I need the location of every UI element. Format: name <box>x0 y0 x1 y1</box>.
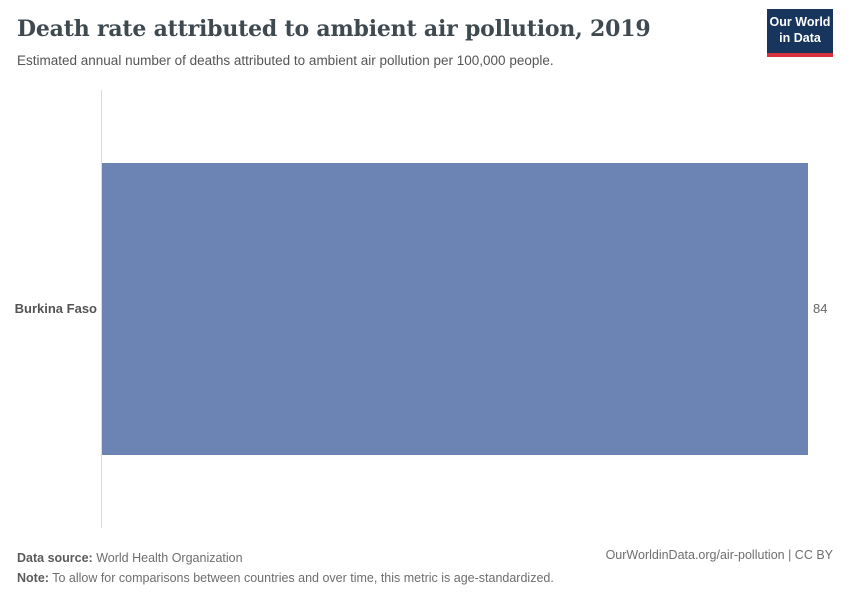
plot-area: Burkina Faso 84 <box>0 90 850 528</box>
logo-line2: in Data <box>779 31 821 45</box>
data-source-label: Data source: <box>17 551 93 565</box>
data-source-value: World Health Organization <box>92 551 243 565</box>
chart-subtitle: Estimated annual number of deaths attrib… <box>17 53 554 68</box>
category-label-burkina-faso: Burkina Faso <box>14 301 97 316</box>
bar-burkina-faso[interactable] <box>102 163 808 455</box>
value-label-burkina-faso: 84 <box>813 301 828 316</box>
y-axis-line <box>101 90 102 528</box>
owid-logo[interactable]: Our World in Data <box>767 9 833 57</box>
attribution-link[interactable]: OurWorldinData.org/air-pollution | CC BY <box>605 548 833 562</box>
note-label: Note: <box>17 571 49 585</box>
logo-line1: Our World <box>769 15 831 30</box>
chart-title: Death rate attributed to ambient air pol… <box>17 16 651 42</box>
footer-notes: Data source: World Health Organization N… <box>17 548 554 588</box>
note-line: Note: To allow for comparisons between c… <box>17 568 554 588</box>
data-source-line: Data source: World Health Organization <box>17 548 554 568</box>
note-value: To allow for comparisons between countri… <box>48 571 554 585</box>
